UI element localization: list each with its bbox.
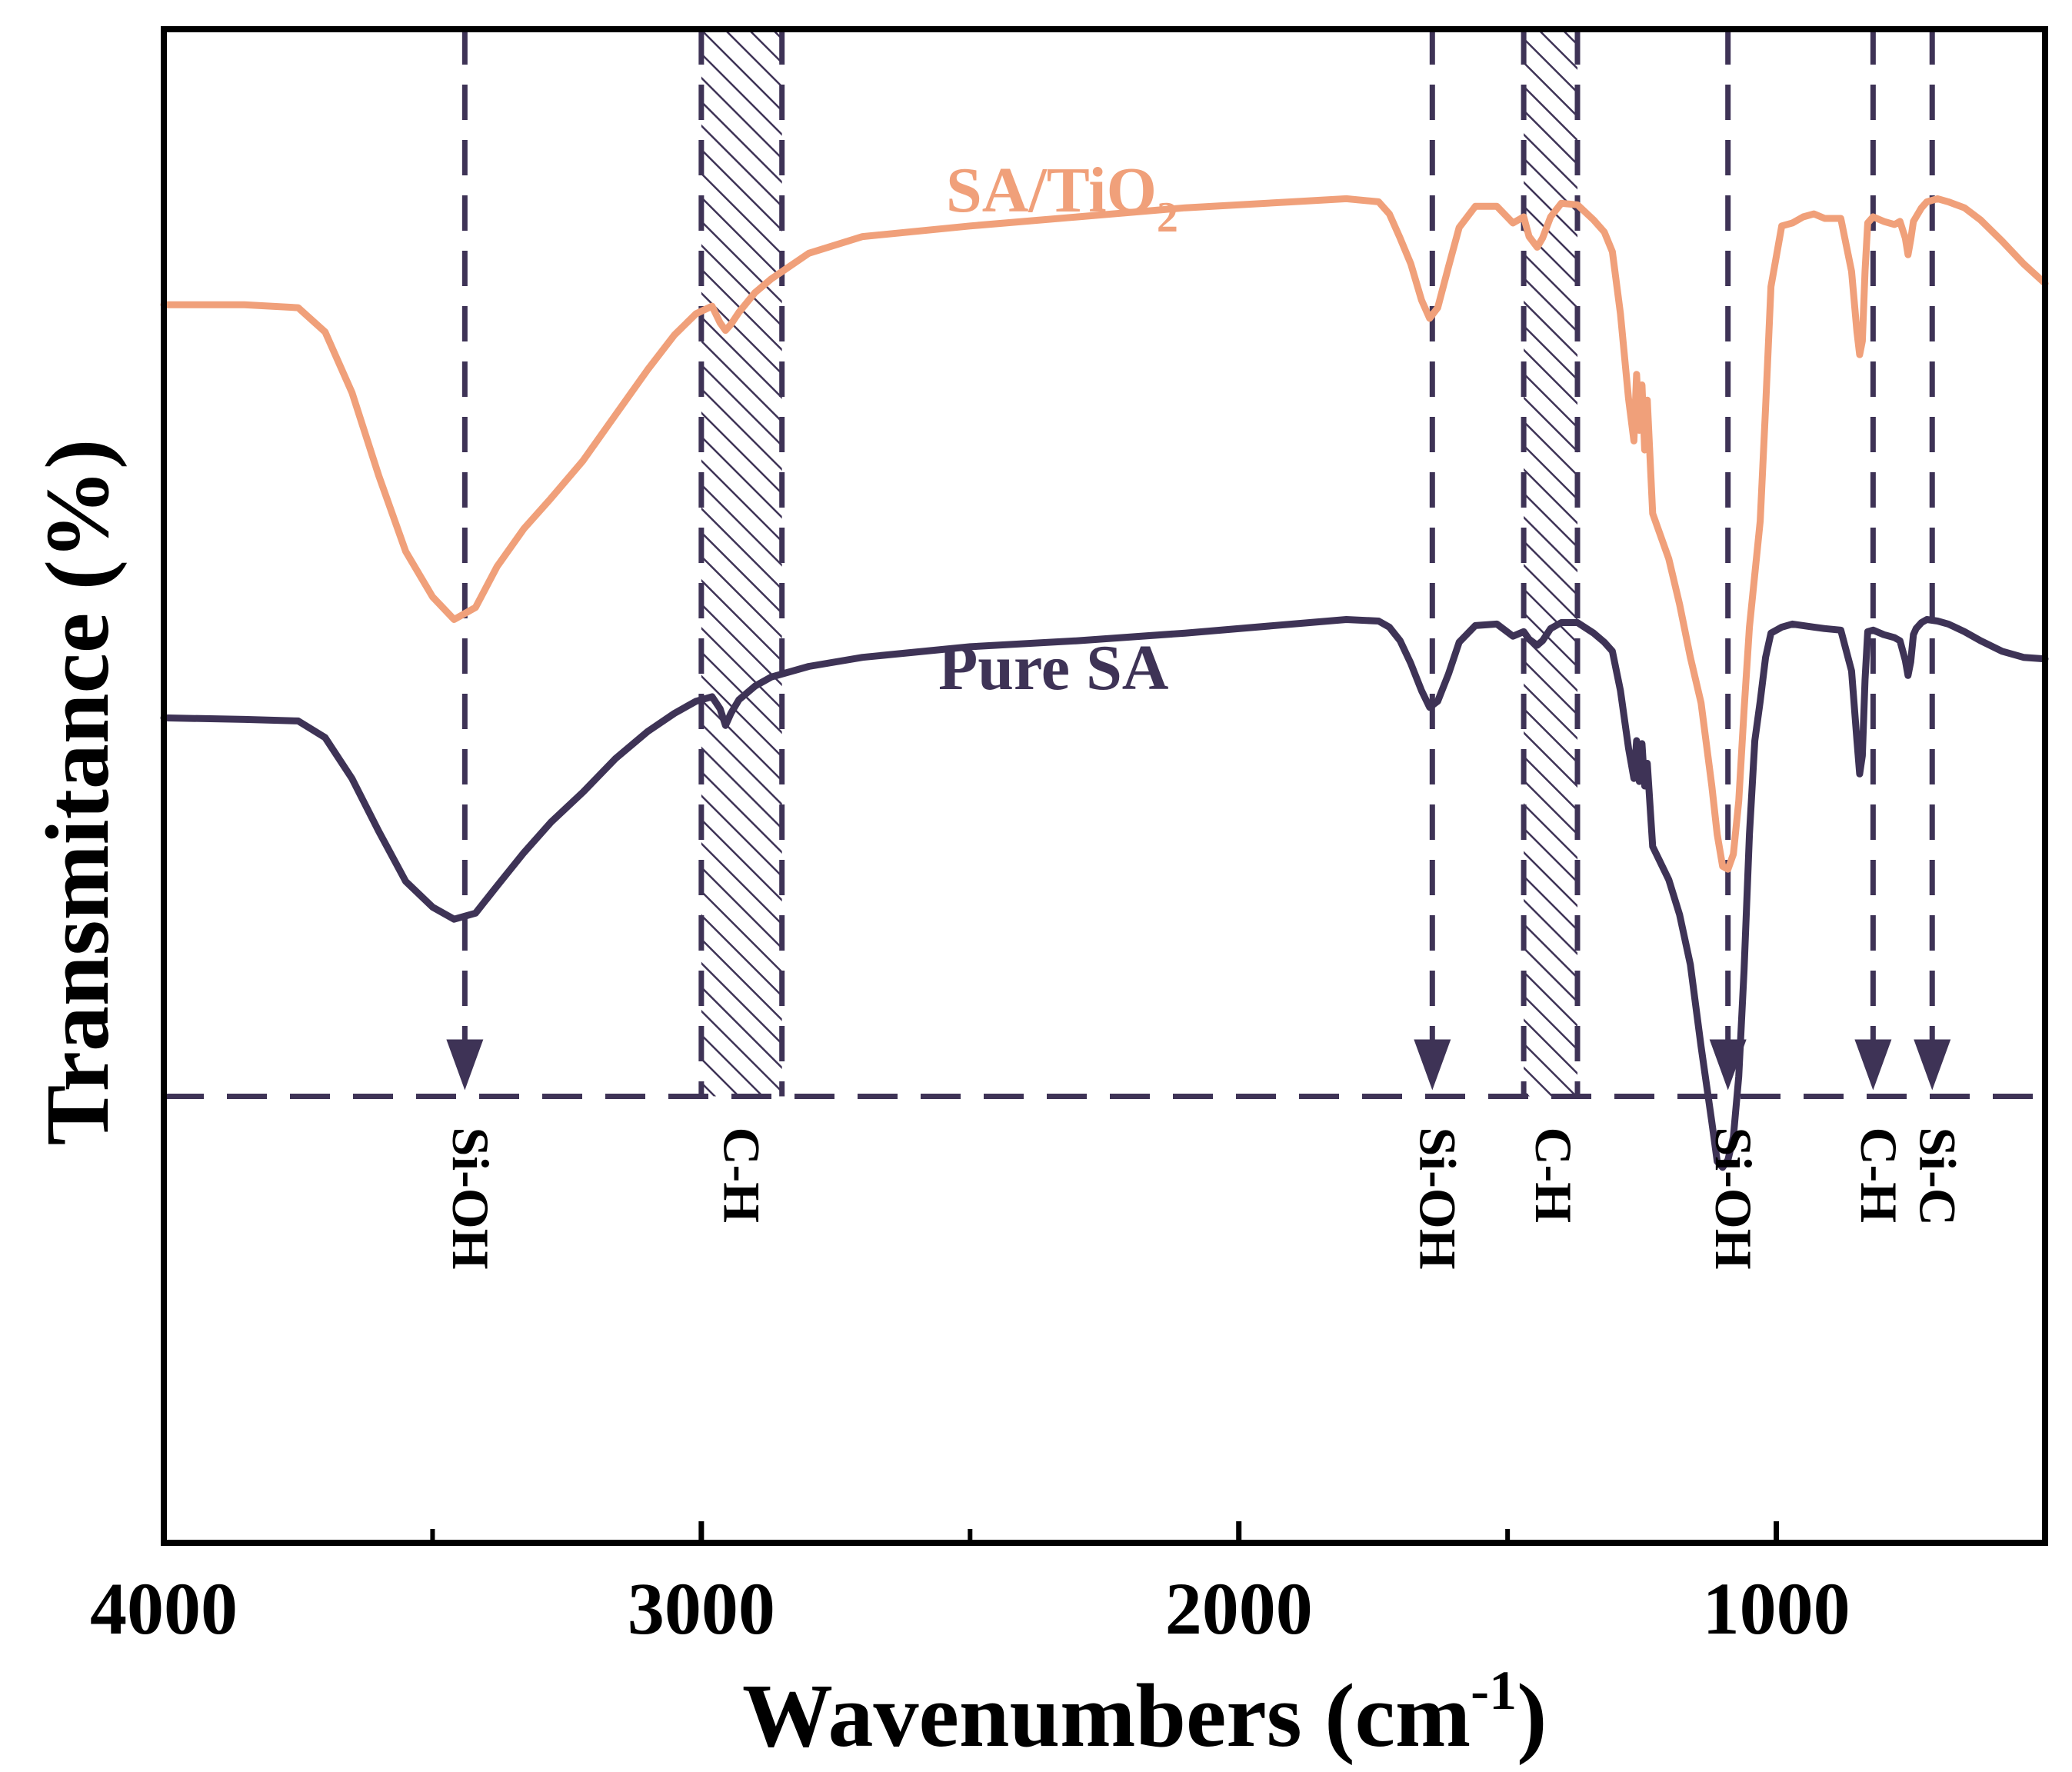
- x-axis-label-sup: -1: [1471, 1660, 1517, 1721]
- marker-label-2: Si-OH: [1704, 1127, 1763, 1269]
- guide-layer: [461, 29, 1935, 1058]
- series-line-1: [160, 616, 2049, 1171]
- series-label-sa-tio2: SA/TiO2: [946, 155, 1178, 241]
- marker-triangle-1: [1414, 1039, 1451, 1091]
- x-axis-label-close: ): [1517, 1665, 1547, 1766]
- y-axis-label: Transmitance (%): [27, 439, 128, 1146]
- x-tick-label-2: 2000: [1165, 1567, 1313, 1650]
- series-label-sa-tio2-sub: 2: [1157, 194, 1178, 241]
- x-tick-label-1: 3000: [628, 1567, 775, 1650]
- series-layer: [160, 195, 2049, 1171]
- tick-layer: 4000 3000 2000 1000: [90, 1521, 1850, 1650]
- marker-label-3: C-H: [1850, 1127, 1908, 1223]
- x-tick-label-3: 1000: [1703, 1567, 1850, 1650]
- x-axis-label: Wavenumbers (cm-1): [742, 1660, 1547, 1766]
- plot-frame: [161, 26, 2048, 1546]
- x-tick-label-0: 4000: [90, 1567, 238, 1650]
- marker-label-4: Si-C: [1909, 1127, 1967, 1225]
- band-hatch-0: [701, 29, 782, 1097]
- series-label-sa-tio2-main: SA/TiO: [946, 155, 1157, 226]
- series-line-0: [160, 195, 2049, 873]
- marker-triangle-4: [1914, 1039, 1951, 1091]
- band-label-1: C-H: [1524, 1127, 1583, 1223]
- x-axis-label-main: Wavenumbers (cm: [742, 1665, 1471, 1766]
- band-label-0: C-H: [713, 1127, 771, 1223]
- marker-triangle-0: [446, 1039, 484, 1091]
- marker-label-1: Si-OH: [1409, 1127, 1467, 1269]
- marker-triangle-3: [1854, 1039, 1892, 1091]
- marker-label-0: Si-OH: [441, 1127, 500, 1269]
- band-hatch-1: [1524, 29, 1577, 1097]
- series-label-pure-sa: Pure SA: [938, 632, 1169, 704]
- marker-triangle-2: [1709, 1039, 1747, 1091]
- marker-layer: Si-OH Si-OH Si-OH C-H Si-C: [441, 1039, 1967, 1270]
